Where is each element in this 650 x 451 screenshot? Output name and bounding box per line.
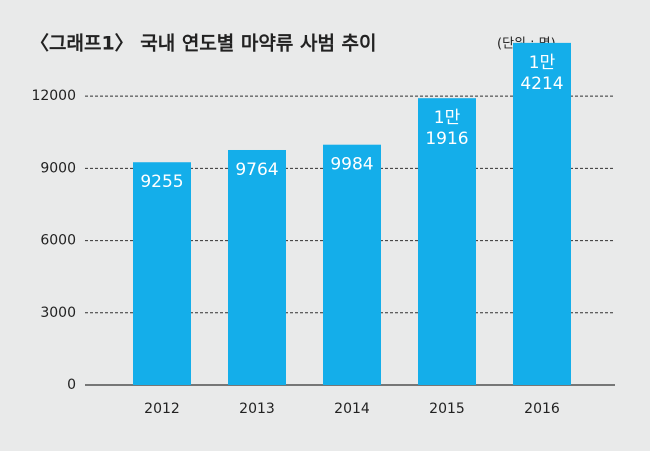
x-tick-label: 2015 xyxy=(429,401,465,417)
y-tick-label: 3000 xyxy=(40,305,76,321)
y-tick-label: 0 xyxy=(67,377,76,393)
chart-title: 〈그래프1〉 국내 연도별 마약류 사범 추이 xyxy=(30,32,377,55)
y-tick-label: 6000 xyxy=(40,233,76,249)
x-tick-label: 2014 xyxy=(334,401,370,417)
bar xyxy=(418,98,476,385)
value-label: 1만 4214 xyxy=(520,53,563,94)
bar xyxy=(133,162,191,385)
bar xyxy=(228,149,286,385)
value-label: 9984 xyxy=(330,155,373,175)
y-tick-label: 12000 xyxy=(31,88,76,104)
value-label: 9764 xyxy=(235,160,278,180)
x-tick-label: 2016 xyxy=(524,401,560,417)
bar xyxy=(513,42,571,385)
y-tick-label: 9000 xyxy=(40,160,76,176)
bar xyxy=(323,144,381,385)
x-tick-label: 2012 xyxy=(144,401,180,417)
value-label: 1만 1916 xyxy=(425,108,468,149)
value-label: 9255 xyxy=(140,172,183,192)
x-tick-label: 2013 xyxy=(239,401,275,417)
